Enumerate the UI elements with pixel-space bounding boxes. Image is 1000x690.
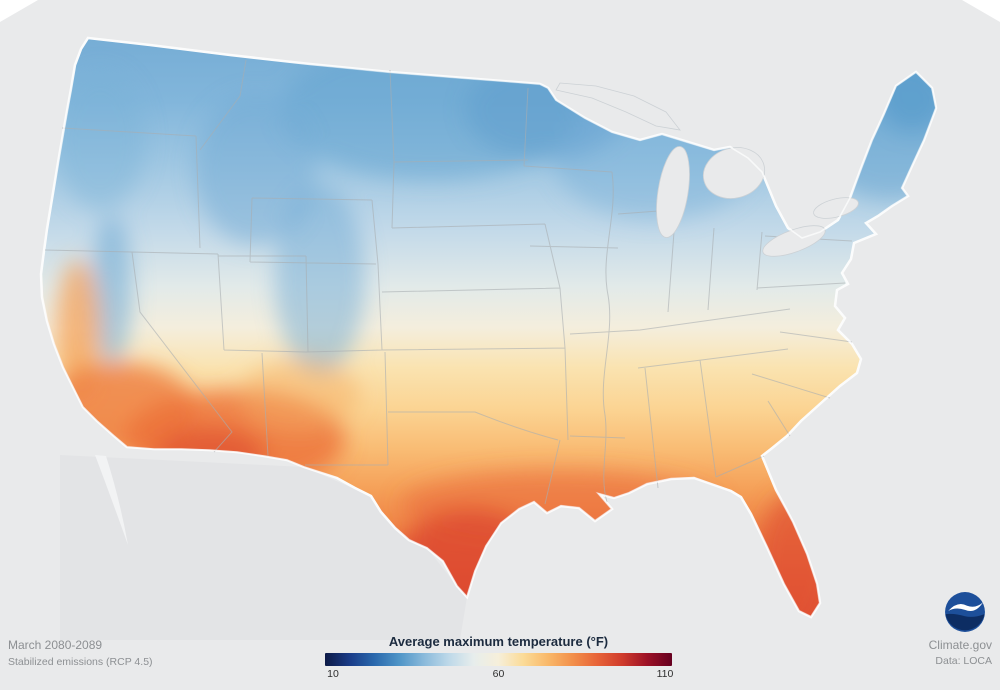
data-source-label: Data: LOCA [935, 655, 992, 667]
corner-top-right [962, 0, 1000, 22]
noaa-logo-icon [945, 592, 985, 632]
lake-erie [762, 225, 826, 257]
site-label: Climate.gov [928, 638, 992, 652]
lake-michigan [656, 146, 690, 238]
lake-superior [555, 82, 681, 131]
legend-tick-min: 10 [327, 668, 339, 680]
state-borders [44, 59, 853, 505]
great-lakes [555, 82, 859, 257]
legend-tick-max: 110 [656, 668, 674, 680]
date-range-label: March 2080-2089 [8, 638, 103, 652]
gull-icon [948, 602, 983, 612]
corner-top-left [0, 0, 38, 22]
scenario-label: Stabilized emissions (RCP 4.5) [8, 656, 153, 668]
legend-colorbar [325, 653, 672, 666]
temperature-legend: Average maximum temperature (°F) 10 60 1… [325, 634, 674, 682]
mexico-landmass [60, 455, 467, 640]
legend-tick-mid: 60 [492, 668, 505, 680]
legend-title: Average maximum temperature (°F) [388, 634, 609, 649]
legend-ticks: 10 60 110 [325, 668, 674, 682]
